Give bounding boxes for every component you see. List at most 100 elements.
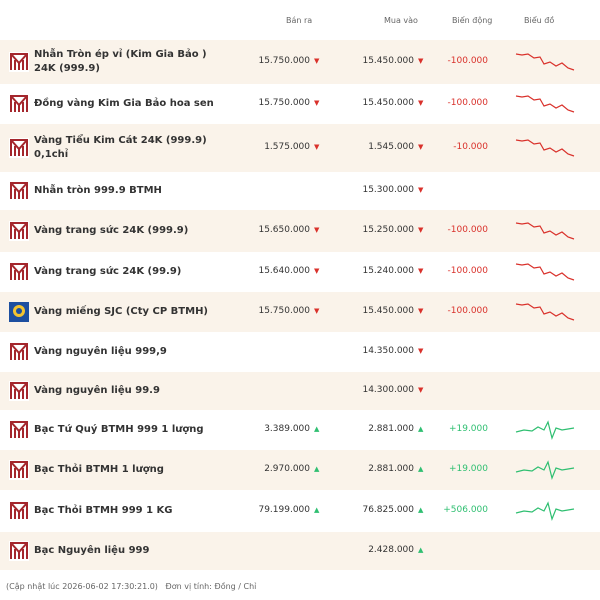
product-name: Vàng nguyên liệu 999,9: [34, 346, 167, 357]
sell-arrow: ▼: [314, 143, 320, 151]
buy-arrow: ▲: [418, 506, 424, 514]
buy-arrow: ▲: [418, 425, 424, 433]
buy-arrow: ▼: [418, 347, 424, 355]
product-name: Bạc Thỏi BTMH 999 1 KG: [34, 505, 173, 516]
logo: [9, 138, 29, 158]
logo: [9, 302, 29, 322]
buy-price: 2.881.000: [368, 424, 414, 434]
sell-price: 15.750.000: [258, 306, 310, 316]
buy-price: 15.450.000: [362, 98, 414, 108]
buy-price: 14.350.000: [362, 346, 414, 356]
buy-arrow: ▲: [418, 546, 424, 554]
product-name: Vàng miếng SJC (Cty CP BTMH): [34, 306, 209, 317]
buy-arrow: ▼: [418, 307, 424, 315]
buy-arrow: ▼: [418, 99, 424, 107]
sell-arrow: ▼: [314, 307, 320, 315]
sparkline: [515, 420, 575, 440]
sell-price: 15.750.000: [258, 56, 310, 66]
buy-price: 15.300.000: [362, 185, 414, 195]
buy-price: 15.450.000: [362, 306, 414, 316]
sparkline: [515, 139, 575, 157]
logo: [9, 420, 29, 440]
product-name: Vàng nguyên liệu 99.9: [34, 385, 160, 396]
buy-arrow: ▼: [418, 57, 424, 65]
buy-price: 2.881.000: [368, 464, 414, 474]
logo: [9, 381, 29, 401]
sell-arrow: ▼: [314, 99, 320, 107]
sell-arrow: ▲: [314, 425, 320, 433]
row: Bạc Tứ Quý BTMH 999 1 lượng 3.389.000 ▲ 2.8…: [0, 410, 600, 450]
header: Biểu đồ: [524, 16, 555, 25]
row: Nhẫn Tròn ép vỉ (Kim Gia Bảo ) 24K (999.…: [0, 40, 600, 84]
product-name: Vàng Tiểu Kim Cát 24K (999.9) 0,1chỉ: [34, 135, 207, 160]
buy-arrow: ▼: [418, 143, 424, 151]
sell-arrow: ▲: [314, 465, 320, 473]
change: -100.000: [447, 56, 488, 66]
logo: [9, 221, 29, 241]
buy-price: 14.300.000: [362, 385, 414, 395]
logo: [9, 541, 29, 561]
buy-price: 15.250.000: [362, 225, 414, 235]
sparkline: [515, 501, 575, 521]
change: +19.000: [448, 424, 488, 434]
sell-price: 3.389.000: [264, 424, 310, 434]
sell-arrow: ▼: [314, 226, 320, 234]
buy-arrow: ▼: [418, 267, 424, 275]
buy-price: 1.545.000: [368, 142, 414, 152]
logo: [9, 94, 29, 114]
buy-price: 15.240.000: [362, 266, 414, 276]
logo: [9, 262, 29, 282]
change: +19.000: [448, 464, 488, 474]
product-name: Bạc Tứ Quý BTMH 999 1 lượng: [34, 424, 204, 435]
row: Vàng trang sức 24K (999.9) 15.650.000 ▼ 15.…: [0, 210, 600, 252]
sell-arrow: ▼: [314, 57, 320, 65]
header: Mua vào: [384, 16, 418, 25]
logo: [9, 181, 29, 201]
sparkline: [515, 95, 575, 113]
sell-price: 79.199.000: [258, 505, 310, 515]
buy-price: 15.450.000: [362, 56, 414, 66]
sparkline: [515, 222, 575, 240]
row: Vàng nguyên liệu 99.9 14.300.000 ▼: [0, 372, 600, 410]
logo: [9, 501, 29, 521]
header: Biến động: [452, 16, 493, 25]
sell-price: 15.640.000: [258, 266, 310, 276]
change: -100.000: [447, 266, 488, 276]
change: -100.000: [447, 98, 488, 108]
sell-arrow: ▲: [314, 506, 320, 514]
sparkline: [515, 263, 575, 281]
sell-price: 15.650.000: [258, 225, 310, 235]
logo: [9, 52, 29, 72]
row: Bạc Thỏi BTMH 1 lượng 2.970.000 ▲ 2.881.000…: [0, 450, 600, 490]
change: +506.000: [443, 505, 488, 515]
buy-arrow: ▲: [418, 465, 424, 473]
change: -100.000: [447, 306, 488, 316]
sparkline: [515, 460, 575, 480]
sparkline: [515, 53, 575, 71]
unit: Đơn vị tính: Đồng / Chỉ: [165, 582, 257, 591]
buy-price: 76.825.000: [362, 505, 414, 515]
logo: [9, 342, 29, 362]
updated: (Cập nhật lúc 2026-06-02 17:30:21.0): [6, 582, 158, 591]
sell-price: 2.970.000: [264, 464, 310, 474]
change: -10.000: [453, 142, 488, 152]
sell-arrow: ▼: [314, 267, 320, 275]
row: Vàng trang sức 24K (99.9) 15.640.000 ▼ 15.2…: [0, 252, 600, 292]
product-name: Nhẫn tròn 999.9 BTMH: [34, 185, 162, 196]
header: Bán ra: [286, 16, 313, 25]
sell-price: 15.750.000: [258, 98, 310, 108]
buy-arrow: ▼: [418, 226, 424, 234]
product-name: Vàng trang sức 24K (99.9): [34, 266, 182, 277]
row: Đồng vàng Kim Gia Bảo hoa sen 15.750.000 ▼…: [0, 84, 600, 124]
product-name: Bạc Thỏi BTMH 1 lượng: [34, 464, 164, 475]
logo: [9, 460, 29, 480]
row: Bạc Thỏi BTMH 999 1 KG 79.199.000 ▲ 76.825.…: [0, 490, 600, 532]
row: Vàng miếng SJC (Cty CP BTMH) 15.750.000 ▼ 1…: [0, 292, 600, 332]
row: Vàng nguyên liệu 999,9 14.350.000 ▼: [0, 332, 600, 372]
sparkline: [515, 303, 575, 321]
footer: (Cập nhật lúc 2026-06-02 17:30:21.0) Đơn…: [6, 582, 256, 591]
product-name: Vàng trang sức 24K (999.9): [34, 225, 189, 236]
buy-arrow: ▼: [418, 386, 424, 394]
buy-arrow: ▼: [418, 186, 424, 194]
product-name: Nhẫn Tròn ép vỉ (Kim Gia Bảo ) 24K (999.…: [34, 49, 207, 74]
